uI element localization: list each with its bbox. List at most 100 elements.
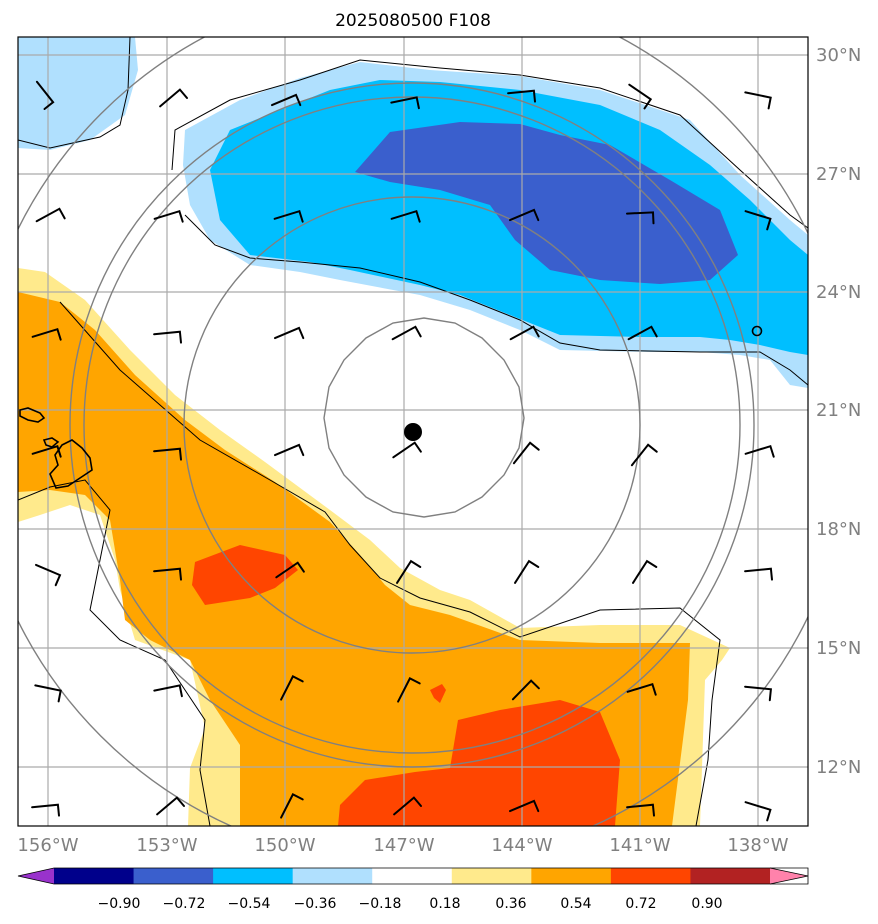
wind-barb [153, 330, 182, 344]
field-red-orange-small [430, 684, 446, 703]
wind-barb [153, 447, 182, 461]
wind-barb [35, 80, 55, 110]
wind-barb [396, 559, 422, 584]
wind-barb [274, 443, 305, 457]
latitude-labels: 30°N 27°N 24°N 21°N 18°N 15°N 12°N [816, 45, 861, 778]
lat-label-15n: 15°N [816, 638, 861, 659]
wind-barb [31, 327, 62, 341]
wind-barb [397, 677, 421, 703]
colorbar-extend-high [770, 868, 808, 884]
wind-barb [392, 441, 422, 459]
wind-barb [153, 209, 184, 223]
colorbar-segment [133, 868, 214, 884]
wind-barb [271, 93, 302, 107]
map-frame [17, 36, 809, 827]
map-area [18, 37, 808, 826]
wind-barb [31, 803, 60, 817]
wind-barb [630, 443, 658, 467]
wind-barb [393, 796, 422, 816]
colorbar-label-9: 0.72 [625, 896, 656, 912]
colorbar-segment [531, 868, 612, 884]
lat-label-21n: 21°N [816, 400, 861, 421]
field-royal-blue-core [355, 122, 738, 284]
range-ring-3 [83, 96, 741, 754]
lon-label-144w: 144°W [491, 835, 552, 856]
wind-barb [274, 326, 305, 340]
coastline-hawaii [19, 407, 93, 489]
contour-nw [18, 37, 131, 149]
island-maui [42, 437, 60, 448]
island-big-island [49, 439, 93, 489]
wind-barb [280, 793, 304, 819]
colorbar-label-3: −0.54 [228, 896, 271, 912]
longitude-labels: 156°W 153°W 150°W 147°W 144°W 141°W 138°… [17, 835, 788, 856]
wind-barb [626, 803, 655, 817]
wind-barb [511, 679, 540, 701]
colorbar-segment [292, 868, 373, 884]
wind-barb [744, 91, 772, 110]
wind-barb [156, 796, 185, 816]
colorbar: −0.90 −0.72 −0.54 −0.36 −0.18 0.18 0.36 … [17, 867, 809, 912]
colorbar-label-6: 0.18 [429, 896, 460, 912]
colorbar-label-7: 0.36 [495, 896, 526, 912]
lat-label-30n: 30°N [816, 45, 861, 66]
colorbar-label-10: 0.90 [691, 896, 722, 912]
lat-label-18n: 18°N [816, 519, 861, 540]
lat-label-24n: 24°N [816, 282, 861, 303]
lat-label-12n: 12°N [816, 757, 861, 778]
lon-label-156w: 156°W [17, 835, 78, 856]
wind-barb [744, 801, 772, 822]
wind-barb [391, 325, 422, 341]
lon-label-150w: 150°W [254, 835, 315, 856]
wind-barb [159, 88, 188, 108]
colorbar-right-extend [769, 867, 809, 885]
lat-label-27n: 27°N [816, 164, 861, 185]
colorbar-segment [451, 868, 532, 884]
field-red-orange-south [338, 700, 620, 826]
gridlines [18, 37, 808, 826]
colorbar-label-4: −0.36 [294, 896, 337, 912]
lon-label-147w: 147°W [373, 835, 434, 856]
range-ring-4 [69, 82, 755, 768]
wind-barb [275, 561, 305, 579]
colorbar-segment [54, 868, 135, 884]
wind-barb [35, 207, 66, 223]
contour-north [171, 59, 808, 229]
wind-barb [512, 441, 540, 465]
wind-barb [390, 209, 421, 223]
lon-label-153w: 153°W [136, 835, 197, 856]
wind-barb [35, 563, 62, 587]
wind-barb [273, 209, 304, 223]
wind-barb [509, 325, 540, 341]
wind-barb [626, 682, 657, 696]
wind-barb [628, 83, 653, 110]
wind-barb [744, 444, 775, 458]
wind-barb [627, 325, 658, 341]
contour-south [18, 479, 211, 826]
colorbar-label-5: −0.18 [359, 896, 402, 912]
contour-lines [18, 37, 808, 826]
wind-barb [153, 684, 183, 698]
wind-barb [514, 559, 540, 584]
wind-barb [744, 685, 772, 702]
wind-barb [509, 208, 540, 222]
colorbar-label-8: 0.54 [560, 896, 591, 912]
range-ring-2 [183, 196, 641, 654]
colorbar-segment [213, 868, 294, 884]
lon-label-141w: 141°W [609, 835, 670, 856]
wind-barb [507, 89, 536, 103]
colorbar-segments [18, 868, 808, 884]
field-red-orange-west [192, 545, 298, 605]
range-rings [18, 37, 808, 826]
colorbar-label-2: −0.72 [163, 896, 206, 912]
colorbar-label-1: −0.90 [98, 896, 141, 912]
center-marker [404, 423, 422, 441]
island-oahu [19, 407, 46, 423]
colorbar-labels: −0.90 −0.72 −0.54 −0.36 −0.18 0.18 0.36 … [98, 896, 723, 912]
wind-barb [390, 96, 420, 110]
wind-barb [509, 799, 540, 813]
wind-barb [744, 210, 772, 231]
colorbar-segment [372, 868, 453, 884]
wind-barb [153, 567, 182, 581]
